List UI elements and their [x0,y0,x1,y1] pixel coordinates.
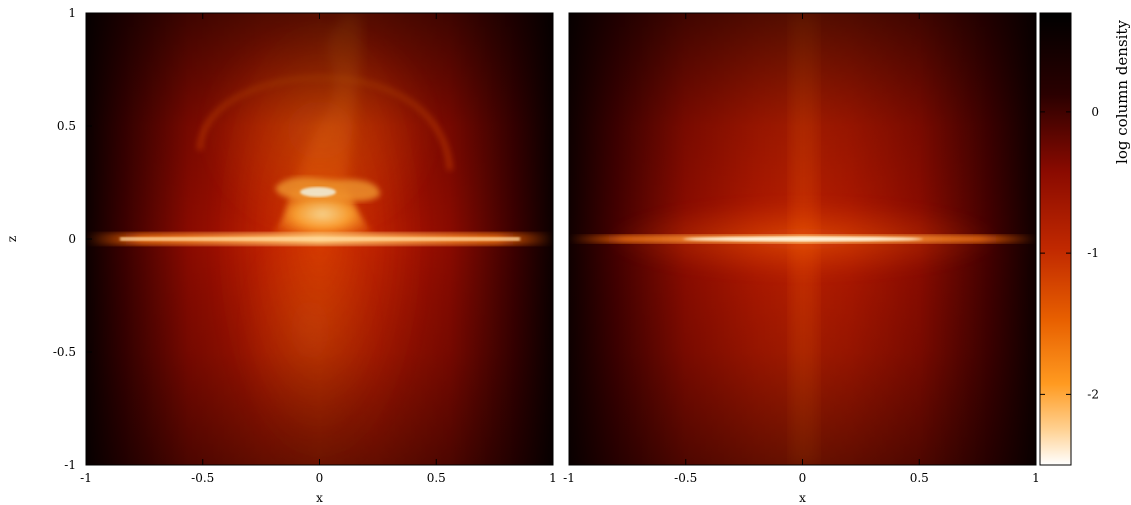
colorbar-tick-label: -2 [1087,387,1099,401]
right-panel-image [569,13,1036,465]
left-x-tick-label: 1 [549,471,557,485]
left-x-tick-label: -1 [80,471,92,485]
right-x-axis-label: x [799,491,806,505]
left-y-tick-label: -0.5 [53,345,76,359]
left-axes: -1 -0.5 0 0.5 1 -1 -0.5 0 0.5 1 x z [5,6,557,505]
left-y-tick-label: 1 [68,6,76,20]
right-x-tick-label: 0 [799,471,807,485]
colorbar-tick-label: -1 [1087,246,1099,260]
colorbar-label: log column density [1113,20,1131,164]
colorbar-ticks: 0 -1 -2 [1040,105,1099,401]
right-x-tick-label: 0.5 [910,471,929,485]
colorbar-tick-label: 0 [1091,105,1099,119]
right-x-tick-label: -1 [563,471,575,485]
left-panel-image [86,13,553,465]
left-y-tick-label: 0.5 [57,119,76,133]
right-x-tick-label: 1 [1032,471,1040,485]
left-x-tick-label: 0.5 [427,471,446,485]
left-y-tick-label: -1 [64,458,76,472]
left-y-axis-label: z [5,236,19,242]
left-y-tick-label: 0 [68,232,76,246]
left-x-axis-label: x [316,491,323,505]
left-x-tick-label: 0 [316,471,324,485]
right-x-tick-label: -0.5 [674,471,697,485]
right-axes: -1 -0.5 0 0.5 1 x [563,13,1040,505]
colorbar [1039,12,1072,466]
left-x-tick-label: -0.5 [191,471,214,485]
